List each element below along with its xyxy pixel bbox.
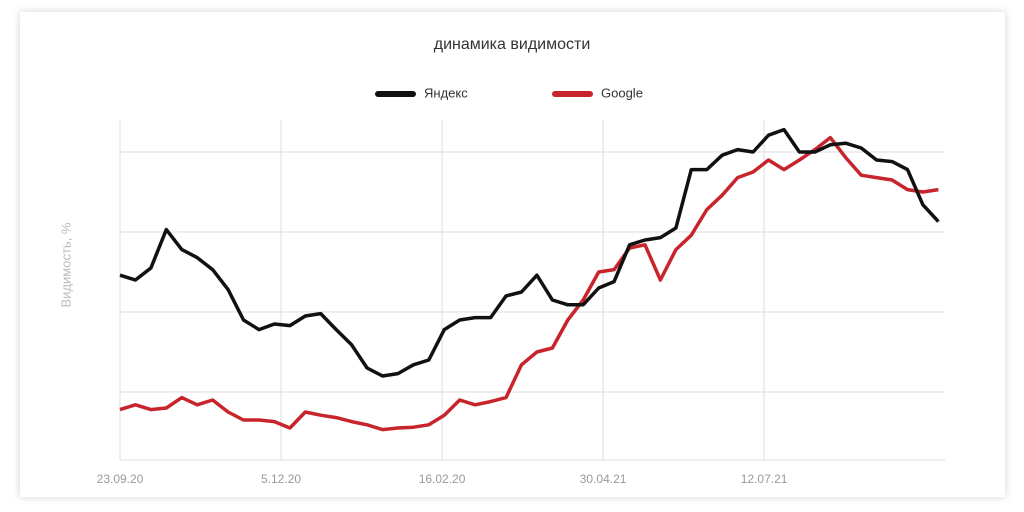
data-line — [119, 127, 940, 378]
card — [20, 12, 1005, 497]
x-tick-label: 16.02.20 — [419, 472, 466, 486]
x-tick-label: 30.04.21 — [580, 472, 627, 486]
data-line — [119, 135, 939, 432]
x-tick-label: 12.07.21 — [741, 472, 788, 486]
legend-label: Яндекс — [424, 85, 468, 100]
chart-title: динамика видимости — [434, 36, 591, 53]
y-axis-label: Видимость, % — [58, 222, 73, 307]
legend-label: Google — [601, 85, 643, 100]
x-tick-label: 5.12.20 — [261, 472, 301, 486]
x-tick-label: 23.09.20 — [97, 472, 144, 486]
